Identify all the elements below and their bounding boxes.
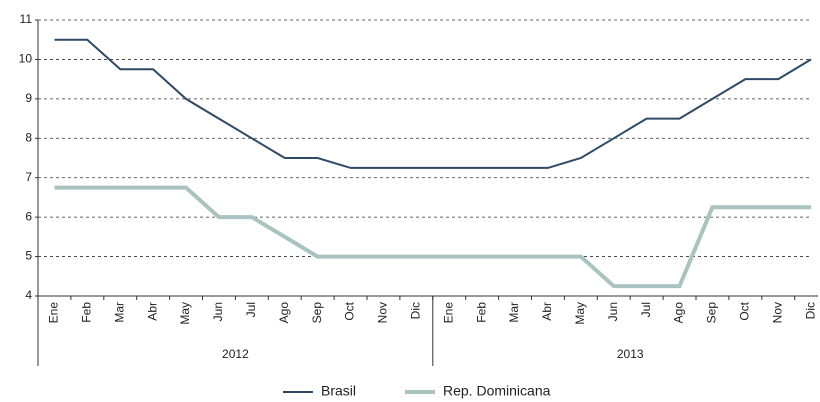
- y-tick-label: 6: [25, 209, 32, 223]
- x-tick-label: Feb: [474, 302, 488, 323]
- x-tick-label: May: [573, 302, 587, 325]
- x-tick-label: Ago: [672, 302, 686, 324]
- x-tick-label: Sep: [310, 302, 324, 324]
- y-tick-label: 11: [20, 12, 33, 26]
- x-tick-label: Mar: [507, 302, 521, 323]
- x-tick-label: Jun: [211, 302, 225, 321]
- x-tick-label: Abr: [540, 302, 554, 321]
- x-tick-label: Abr: [145, 302, 159, 321]
- x-tick-label: Jun: [606, 302, 620, 321]
- y-tick-label: 7: [25, 170, 32, 184]
- x-tick-label: Ene: [441, 302, 455, 324]
- legend-label: Brasil: [321, 383, 356, 399]
- group-label: 2012: [222, 347, 249, 361]
- x-tick-label: Feb: [80, 302, 94, 323]
- x-tick-label: Dic: [409, 302, 423, 319]
- y-tick-label: 9: [25, 91, 32, 105]
- x-tick-label: Dic: [803, 302, 817, 319]
- y-tick-label: 5: [25, 249, 32, 263]
- x-tick-label: Oct: [738, 301, 752, 320]
- legend-label: Rep. Dominicana: [443, 383, 551, 399]
- x-tick-label: Ene: [47, 302, 61, 324]
- x-tick-label: Sep: [705, 302, 719, 324]
- y-tick-label: 10: [19, 52, 33, 66]
- x-tick-label: Mar: [112, 302, 126, 323]
- group-label: 2013: [617, 347, 644, 361]
- x-tick-label: Jul: [244, 302, 258, 317]
- x-tick-label: Nov: [770, 302, 784, 323]
- x-tick-label: May: [178, 302, 192, 325]
- line-series: [54, 185, 812, 289]
- x-tick-label: Nov: [376, 302, 390, 323]
- x-tick-label: Ago: [277, 302, 291, 324]
- y-tick-label: 4: [25, 288, 32, 302]
- x-tick-label: Jul: [639, 302, 653, 317]
- line-series: [54, 38, 812, 169]
- x-tick-label: Oct: [343, 301, 357, 320]
- y-tick-label: 8: [25, 130, 32, 144]
